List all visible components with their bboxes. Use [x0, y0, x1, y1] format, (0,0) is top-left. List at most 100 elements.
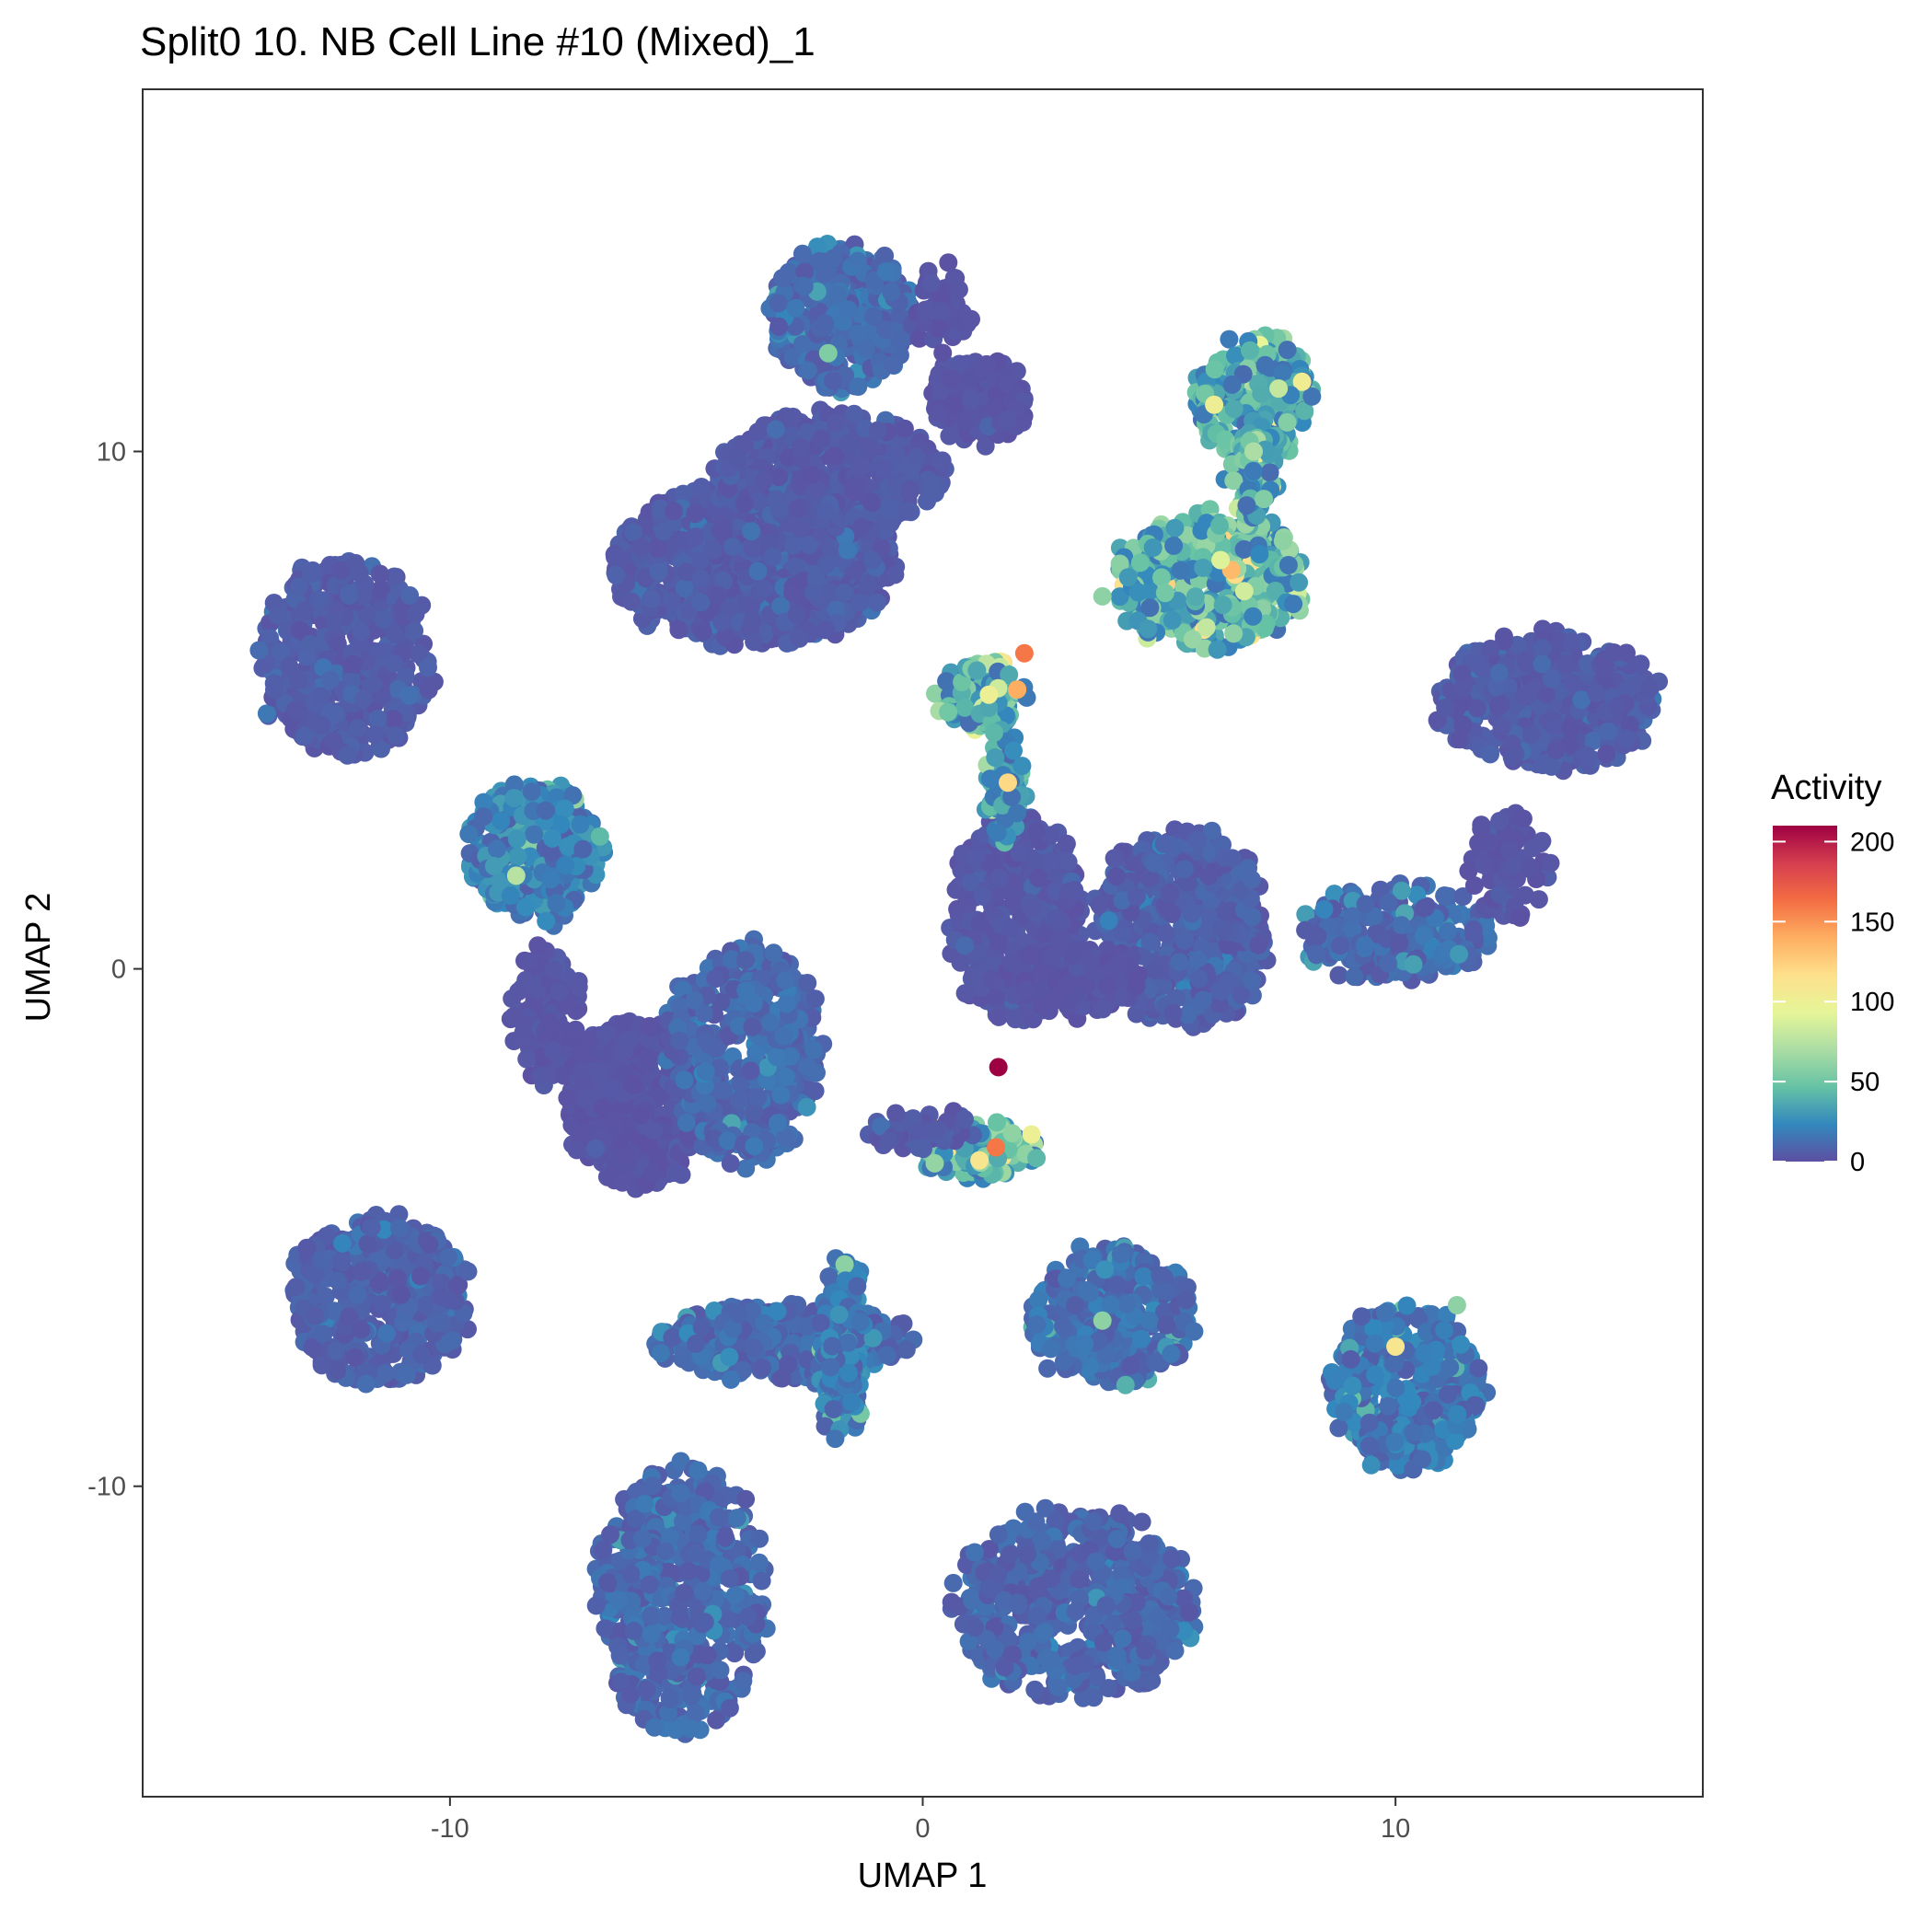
data-point-2369	[285, 700, 305, 720]
data-point-3141	[567, 1140, 586, 1160]
data-point-2628	[571, 815, 590, 834]
data-point-874	[763, 547, 782, 566]
data-point-863	[711, 521, 730, 540]
data-point-2333	[346, 553, 365, 573]
data-point-3608	[713, 1081, 733, 1100]
data-point-3654	[670, 1031, 689, 1050]
data-point-899	[691, 551, 710, 570]
data-point-1340	[868, 421, 887, 440]
data-point-4087	[332, 1253, 351, 1272]
data-point-4489	[692, 1317, 711, 1336]
data-point-4507	[729, 1305, 748, 1324]
data-point-2802	[519, 952, 538, 971]
data-point-1346	[769, 499, 789, 518]
data-point-3673	[777, 994, 796, 1013]
data-point-1866	[961, 389, 980, 409]
chart-title: Split0 10. NB Cell Line #10 (Mixed)_1	[140, 19, 816, 64]
data-point-3625	[735, 951, 755, 970]
data-point-859	[838, 540, 857, 560]
data-point-746	[674, 484, 693, 503]
data-point-771	[827, 600, 846, 619]
data-point-4064	[377, 1324, 396, 1343]
data-point-878	[691, 593, 711, 612]
data-point-2348	[368, 710, 388, 728]
data-point-4653	[826, 1429, 845, 1449]
data-point-3679	[743, 1017, 762, 1036]
data-point-3638	[767, 1047, 786, 1067]
data-point-886	[665, 502, 684, 521]
data-point-2288	[370, 564, 389, 584]
data-point-4109	[388, 1268, 407, 1288]
data-point-2364	[343, 654, 363, 674]
data-point-3635	[797, 1058, 816, 1076]
data-point-2680	[488, 839, 506, 859]
data-point-1723	[824, 249, 843, 268]
data-point-842	[686, 504, 705, 524]
data-point-1337	[728, 448, 747, 468]
data-point-2301	[374, 609, 393, 629]
data-point-1320	[921, 480, 941, 499]
data-point-4129	[440, 1290, 459, 1310]
data-point-1345	[839, 434, 859, 453]
data-point-2317	[340, 586, 359, 605]
data-point-2366	[300, 634, 319, 654]
data-point-3669	[771, 1085, 791, 1105]
data-point-4111	[411, 1267, 430, 1286]
data-point-865	[745, 632, 764, 652]
data-point-2361	[419, 658, 437, 677]
data-point-2345	[311, 687, 330, 706]
data-point-812	[806, 570, 826, 588]
data-point-2347	[325, 611, 344, 631]
data-point-3562	[677, 1113, 696, 1132]
data-point-2340	[328, 634, 347, 654]
data-point-2634	[555, 799, 574, 818]
data-point-4451	[651, 1344, 670, 1363]
data-point-2669	[547, 894, 566, 913]
data-point-1883	[960, 368, 979, 388]
data-point-871	[783, 536, 803, 555]
data-point-4609	[839, 1333, 858, 1352]
data-point-4602	[819, 1267, 839, 1286]
data-point-4659	[823, 1336, 842, 1356]
data-point-892	[862, 550, 882, 570]
data-point-1947	[921, 273, 941, 293]
data-point-1325	[907, 447, 926, 467]
data-point-3666	[706, 969, 725, 989]
data-point-4094	[438, 1247, 457, 1267]
data-point-1698	[839, 300, 858, 319]
data-point-1276	[766, 420, 785, 439]
data-point-1709	[849, 251, 867, 271]
data-point-4658	[842, 1393, 862, 1412]
data-point-3677	[769, 1114, 787, 1132]
data-point-3256	[600, 1079, 619, 1098]
data-point-4655	[829, 1305, 849, 1325]
data-point-888	[821, 583, 839, 602]
data-point-841	[816, 620, 836, 640]
data-point-2689	[507, 829, 526, 849]
data-point-2311	[327, 704, 345, 723]
data-point-4043	[348, 1285, 367, 1304]
data-point-757	[693, 622, 712, 642]
data-point-889	[624, 523, 643, 542]
data-point-1348	[900, 480, 920, 499]
data-point-1697	[792, 244, 812, 263]
data-point-3655	[764, 943, 783, 963]
data-point-1728	[798, 361, 817, 380]
data-point-2346	[406, 605, 425, 624]
data-point-1884	[930, 404, 949, 423]
data-point-4116	[326, 1341, 345, 1360]
data-point-1328	[735, 493, 754, 513]
points-layer	[249, 235, 1669, 1743]
data-point-2360	[364, 675, 383, 694]
data-point-1703	[828, 285, 848, 305]
data-point-1936	[933, 343, 953, 363]
data-point-4506	[779, 1355, 798, 1374]
data-point-4017	[376, 1364, 394, 1383]
data-point-2644	[522, 782, 541, 802]
data-point-2663	[525, 825, 544, 844]
data-point-1341	[812, 429, 831, 448]
data-point-803	[771, 596, 791, 616]
data-point-1695	[769, 294, 788, 313]
data-point-894	[703, 540, 723, 560]
data-point-2367	[365, 725, 385, 745]
